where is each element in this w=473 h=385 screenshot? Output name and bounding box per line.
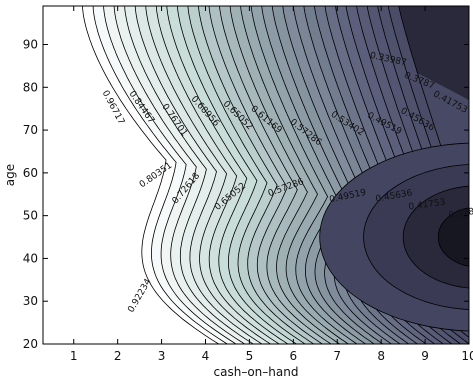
y-tick-label: 70 <box>23 123 38 137</box>
y-tick-label: 60 <box>23 166 38 180</box>
x-tick-label: 7 <box>333 349 341 363</box>
x-tick-label: 6 <box>290 349 298 363</box>
y-tick-label: 30 <box>23 294 38 308</box>
y-tick-label: 20 <box>23 337 38 351</box>
x-tick-label: 10 <box>461 349 473 363</box>
y-tick-label: 40 <box>23 251 38 265</box>
y-tick-label: 50 <box>23 209 38 223</box>
x-tick-label: 3 <box>158 349 166 363</box>
x-axis-title: cash–on–hand <box>214 365 299 379</box>
y-tick-label: 90 <box>23 38 38 52</box>
x-tick-label: 1 <box>70 349 78 363</box>
x-tick-label: 5 <box>246 349 254 363</box>
x-tick-label: 2 <box>114 349 122 363</box>
y-axis-title: age <box>3 164 17 186</box>
x-tick-label: 9 <box>421 349 429 363</box>
x-tick-label: 4 <box>202 349 210 363</box>
x-tick-label: 8 <box>377 349 385 363</box>
y-tick-label: 80 <box>23 80 38 94</box>
